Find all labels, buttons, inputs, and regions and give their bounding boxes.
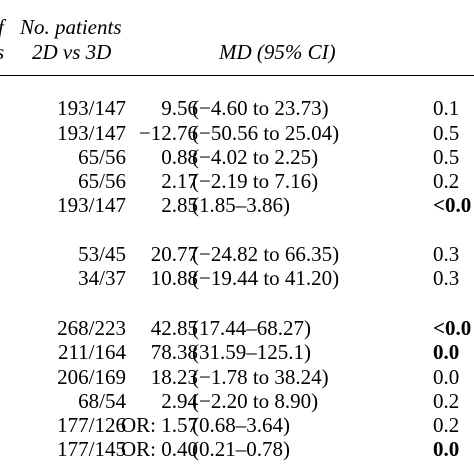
- md-cell: 9.56: [161, 96, 198, 120]
- table-row: 65/56 2.17 (−2.19 to 7.16) 0.2: [0, 169, 474, 193]
- ci-cell: (−2.19 to 7.16): [192, 169, 319, 193]
- ci-cell: (1.85–3.86): [192, 193, 290, 217]
- md-cell: 2.94: [161, 389, 198, 413]
- header-left-fragment-bottom: s: [0, 40, 4, 64]
- p-value-cell: 0.5: [433, 121, 460, 145]
- md-cell: 20.77: [150, 242, 198, 266]
- md-cell: 2.85: [161, 193, 198, 217]
- header-rule: [0, 75, 474, 76]
- ci-cell: (−4.60 to 23.73): [192, 96, 329, 120]
- patients-cell: 193/147: [57, 96, 126, 120]
- patients-cell: 53/45: [78, 242, 126, 266]
- ci-cell: (−2.20 to 8.90): [192, 389, 319, 413]
- patients-cell: 177/126: [57, 413, 126, 437]
- header-patients-line1: No. patients: [20, 15, 122, 39]
- ci-cell: (−1.78 to 38.24): [192, 365, 329, 389]
- p-value-cell: 0.0: [433, 437, 460, 461]
- md-cell: 78.38: [150, 340, 198, 364]
- md-cell: 42.85: [150, 316, 198, 340]
- ci-cell: (0.68–3.64): [192, 413, 290, 437]
- patients-cell: 206/169: [57, 365, 126, 389]
- p-value-cell: <0.0: [433, 316, 472, 340]
- patients-cell: 65/56: [78, 169, 126, 193]
- md-cell: 18.23: [150, 365, 198, 389]
- p-value-cell: 0.5: [433, 145, 460, 169]
- header-md-ci: MD (95% CI): [219, 40, 336, 64]
- md-cell: −12.76: [138, 121, 198, 145]
- patients-cell: 211/164: [57, 340, 126, 364]
- p-value-cell: 0.2: [433, 169, 460, 193]
- table-row: 193/147 −12.76 (−50.56 to 25.04) 0.5: [0, 121, 474, 145]
- patients-cell: 268/223: [57, 316, 126, 340]
- ci-cell: (−24.82 to 66.35): [192, 242, 340, 266]
- patients-cell: 68/54: [78, 389, 126, 413]
- table-row: 268/223 42.85 (17.44–68.27) <0.0: [0, 316, 474, 340]
- table-row: 177/126 OR: 1.57 (0.68–3.64) 0.2: [0, 413, 474, 437]
- p-value-cell: 0.1: [433, 96, 460, 120]
- ci-cell: (−19.44 to 41.20): [192, 266, 340, 290]
- p-value-cell: 0.3: [433, 266, 460, 290]
- table-row: 193/147 9.56 (−4.60 to 23.73) 0.1: [0, 96, 474, 120]
- patients-cell: 177/145: [57, 437, 126, 461]
- p-value-cell: 0.3: [433, 242, 460, 266]
- p-value-cell: 0.2: [433, 413, 460, 437]
- patients-cell: 34/37: [78, 266, 126, 290]
- patients-cell: 65/56: [78, 145, 126, 169]
- ci-cell: (−50.56 to 25.04): [192, 121, 340, 145]
- header-patients-line2: 2D vs 3D: [32, 40, 112, 64]
- ci-cell: (31.59–125.1): [192, 340, 311, 364]
- md-cell: 2.17: [161, 169, 198, 193]
- table-row: 53/45 20.77 (−24.82 to 66.35) 0.3: [0, 242, 474, 266]
- ci-cell: (−4.02 to 2.25): [192, 145, 319, 169]
- ci-cell: (17.44–68.27): [192, 316, 311, 340]
- table-row: 177/145 OR: 0.40 (0.21–0.78) 0.0: [0, 437, 474, 461]
- table-row: 193/147 2.85 (1.85–3.86) <0.0: [0, 193, 474, 217]
- table-row: 211/164 78.38 (31.59–125.1) 0.0: [0, 340, 474, 364]
- table-row: 65/56 0.88 (−4.02 to 2.25) 0.5: [0, 145, 474, 169]
- p-value-cell: 0.2: [433, 389, 460, 413]
- patients-cell: 193/147: [57, 193, 126, 217]
- md-cell: 0.88: [161, 145, 198, 169]
- p-value-cell: 0.0: [433, 340, 460, 364]
- p-value-cell: 0.0: [433, 365, 460, 389]
- table-row: 68/54 2.94 (−2.20 to 8.90) 0.2: [0, 389, 474, 413]
- md-cell: OR: 1.57: [120, 413, 198, 437]
- p-value-cell: <0.0: [433, 193, 472, 217]
- header-left-fragment-top: f: [0, 15, 4, 39]
- table-row: 34/37 10.88 (−19.44 to 41.20) 0.3: [0, 266, 474, 290]
- md-cell: 10.88: [150, 266, 198, 290]
- ci-cell: (0.21–0.78): [192, 437, 290, 461]
- md-cell: OR: 0.40: [120, 437, 198, 461]
- table-row: 206/169 18.23 (−1.78 to 38.24) 0.0: [0, 365, 474, 389]
- patients-cell: 193/147: [57, 121, 126, 145]
